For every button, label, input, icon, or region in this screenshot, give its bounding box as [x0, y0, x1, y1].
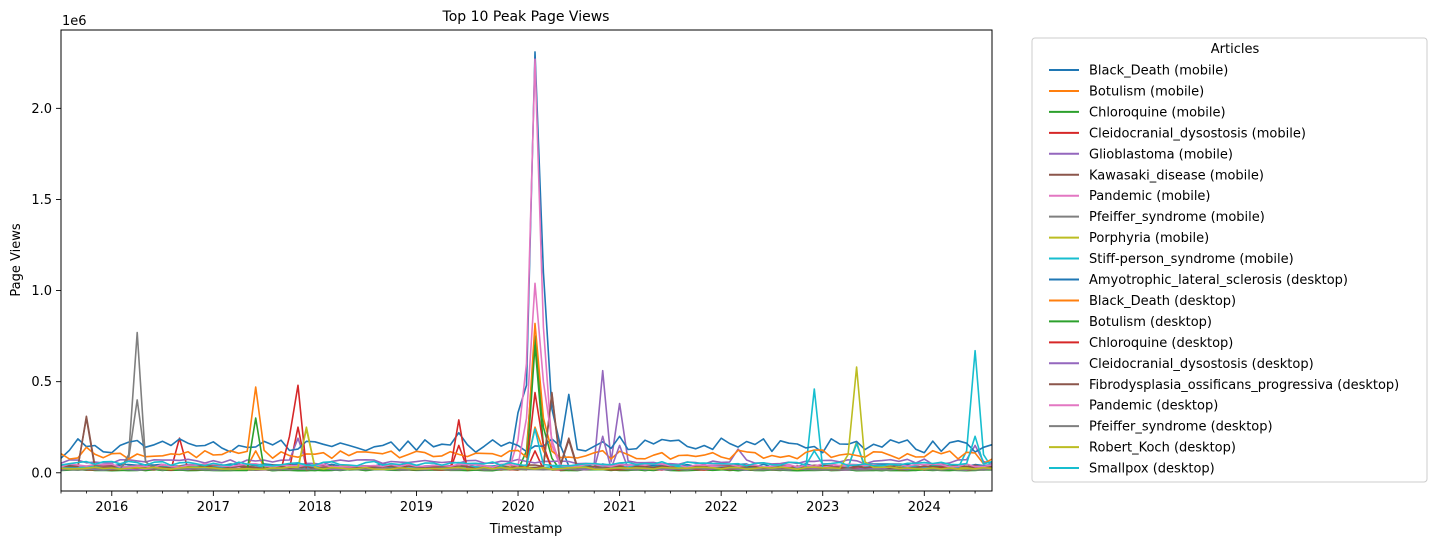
- x-tick-label: 2018: [298, 500, 331, 515]
- legend-items: Black_Death (mobile) Botulism (mobile) Chl…: [1049, 64, 1399, 477]
- legend-label-14: Chloroquine (desktop): [1089, 336, 1233, 351]
- series-line-12: [60, 322, 993, 465]
- series-line-19: [60, 366, 993, 471]
- y-tick-label: 1.5: [31, 193, 52, 208]
- legend-label-3: Chloroquine (mobile): [1089, 105, 1226, 120]
- legend-label-6: Kawasaki_disease (mobile): [1089, 168, 1264, 183]
- legend-label-16: Fibrodysplasia_ossificans_progressiva (d…: [1089, 378, 1399, 393]
- y-tick-label: 0.5: [31, 375, 52, 390]
- plot-frame: [60, 29, 993, 492]
- legend-frame: [1031, 37, 1428, 483]
- x-tick-label: 2016: [95, 500, 128, 515]
- series-line-18: [60, 331, 993, 471]
- legend-label-8: Pfeiffer_syndrome (mobile): [1089, 210, 1265, 225]
- legend-label-11: Amyotrophic_lateral_sclerosis (desktop): [1089, 273, 1348, 288]
- y-offset-text: 1e6: [62, 14, 87, 29]
- x-tick-label: 2022: [705, 500, 738, 515]
- legend-label-13: Botulism (desktop): [1089, 315, 1212, 330]
- legend-label-1: Black_Death (mobile): [1089, 64, 1228, 79]
- y-tick-label: 2.0: [31, 102, 52, 117]
- x-tick-label: 2023: [806, 500, 839, 515]
- series-line-20: [60, 428, 993, 467]
- plot-lines: [60, 51, 993, 472]
- legend-label-15: Cleidocranial_dysostosis (desktop): [1089, 357, 1314, 372]
- y-tick-label: 0.0: [31, 466, 52, 481]
- legend-label-10: Stiff-person_syndrome (mobile): [1089, 252, 1294, 267]
- legend-label-17: Pandemic (desktop): [1089, 399, 1218, 414]
- x-tick-label: 2020: [501, 500, 534, 515]
- x-tick-label: 2024: [908, 500, 941, 515]
- x-axis-label: Timestamp: [489, 522, 563, 537]
- legend-label-7: Pandemic (mobile): [1089, 189, 1211, 204]
- legend-label-5: Glioblastoma (mobile): [1089, 147, 1233, 162]
- y-tick-label: 1.0: [31, 284, 52, 299]
- legend-title: Articles: [1211, 42, 1260, 57]
- legend: Articles Black_Death (mobile) Botulism (m…: [1031, 37, 1428, 483]
- x-tick-label: 2021: [603, 500, 636, 515]
- legend-label-9: Porphyria (mobile): [1089, 231, 1209, 246]
- legend-label-2: Botulism (mobile): [1089, 84, 1204, 99]
- series-line-17: [60, 282, 993, 469]
- legend-label-20: Smallpox (desktop): [1089, 462, 1215, 477]
- x-tick-label: 2017: [197, 500, 230, 515]
- x-tick-label: 2019: [400, 500, 433, 515]
- legend-label-19: Robert_Koch (desktop): [1089, 441, 1236, 456]
- chart-title: Top 10 Peak Page Views: [442, 9, 610, 25]
- legend-label-4: Cleidocranial_dysostosis (mobile): [1089, 126, 1306, 141]
- x-axis: 2016 2017 2018 2019 2020 2021 2022 2023 2024: [60, 491, 976, 515]
- legend-label-12: Black_Death (desktop): [1089, 294, 1236, 309]
- legend-label-18: Pfeiffer_syndrome (desktop): [1089, 420, 1273, 435]
- y-axis-label: Page Views: [9, 223, 24, 296]
- y-axis: 0.0 0.5 1.0 1.5 2.0: [31, 102, 61, 481]
